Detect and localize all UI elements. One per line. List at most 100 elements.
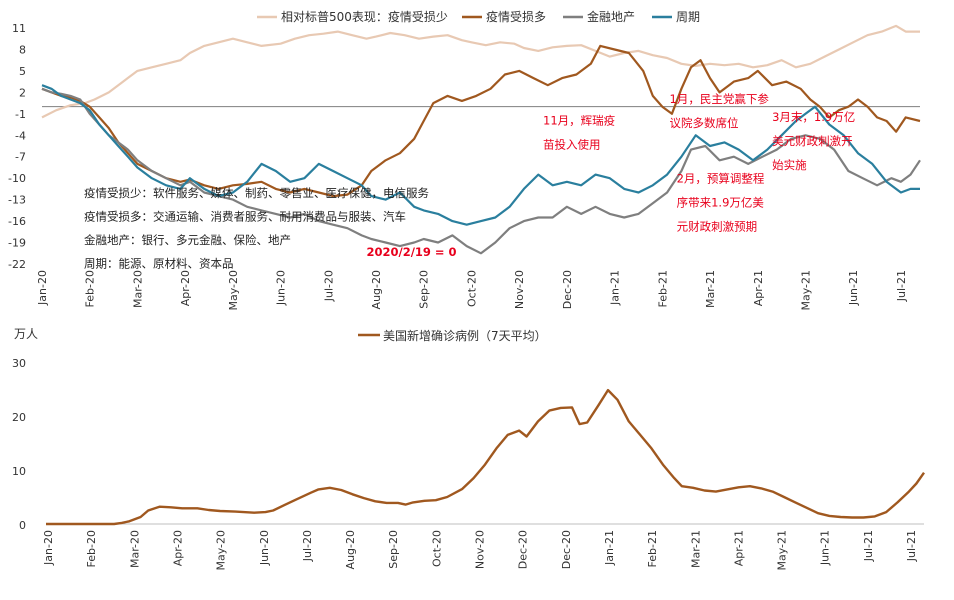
legend-label-cases: 美国新增确诊病例（7天平均）	[383, 328, 547, 343]
x-tick-label: Feb-21	[646, 530, 659, 567]
bottom-series-lines	[46, 388, 925, 526]
x-tick-label: Oct-20	[466, 270, 479, 307]
x-tick-label: Dec-20	[561, 270, 574, 309]
x-tick-label: Sep-20	[387, 530, 400, 569]
y-tick-label: -4	[15, 129, 26, 142]
annotation-1: 1月，民主党赢下参议院多数席位	[670, 92, 770, 130]
x-tick-label: Apr-21	[752, 270, 765, 306]
bottom-series-0-line	[46, 388, 925, 526]
x-tick-label: Sep-20	[418, 270, 431, 309]
x-tick-label: Jun-20	[258, 530, 271, 566]
x-tick-label: Nov-20	[513, 270, 526, 309]
y-tick-label: -19	[8, 237, 26, 250]
y-tick-label: 5	[19, 65, 26, 78]
x-tick-label: Jul-21	[862, 530, 875, 562]
x-tick-label: Mar-21	[704, 270, 717, 308]
x-tick-label: Jul-20	[322, 270, 335, 302]
x-tick-label: Apr-21	[732, 530, 745, 566]
top-series-lines	[41, 24, 921, 255]
y-tick-label: -7	[15, 151, 26, 164]
sector-note-2: 金融地产：银行、多元金融、保险、地产	[84, 233, 291, 247]
x-tick-label: Feb-21	[656, 270, 669, 307]
legend-label-3: 周期	[676, 10, 700, 24]
top-line-chart: 相对标普500表现：疫情受损少 疫情受损多 金融地产 周期 11 8 5 2 -1 -4 -7 -1…	[8, 9, 921, 311]
x-tick-label: Feb-20	[85, 530, 98, 567]
x-tick-label: Jun-21	[847, 270, 860, 306]
y-tick-label: -16	[8, 215, 26, 228]
x-tick-label: Jul-21	[905, 530, 918, 562]
y-tick-label: 20	[12, 411, 26, 424]
x-tick-label: Jun-21	[819, 530, 832, 566]
annotation-line: 始实施	[772, 158, 807, 172]
annotation-line: 议院多数席位	[670, 116, 739, 130]
annotation-line: 3月末，1.9万亿	[772, 110, 855, 124]
y-tick-label: -22	[8, 258, 26, 271]
x-tick-label: Jan-20	[36, 270, 49, 306]
x-tick-label: Feb-20	[84, 270, 97, 307]
annotation-line: 2020/2/19 = 0	[367, 245, 457, 259]
top-series-3-line	[41, 84, 920, 226]
top-series-0-line	[41, 24, 920, 119]
annotation-line: 苗投入使用	[543, 138, 601, 152]
x-tick-label: May-20	[227, 270, 240, 311]
annotation-line: 1月，民主党赢下参	[670, 92, 770, 106]
annotation-4: 2020/2/19 = 0	[367, 245, 457, 259]
y-tick-label: -1	[15, 108, 26, 121]
annotation-3: 2月，预算调整程序带来1.9万亿美元财政刺激预期	[677, 172, 765, 234]
x-tick-label: Jun-20	[275, 270, 288, 306]
x-tick-label: Aug-20	[344, 530, 357, 569]
top-y-axis: 11 8 5 2 -1 -4 -7 -10 -13 -16 -19 -22	[8, 22, 26, 271]
bottom-legend: 美国新增确诊病例（7天平均）	[358, 328, 547, 343]
legend-label-1: 疫情受损多	[486, 9, 546, 24]
top-x-axis: Jan-20 Feb-20 Mar-20 Apr-20 May-20 Jun-20 Jul-…	[36, 270, 908, 311]
x-tick-label: Apr-20	[179, 270, 192, 306]
x-tick-label: Jan-21	[603, 530, 616, 566]
x-tick-label: Mar-20	[131, 270, 144, 308]
legend-label-0: 相对标普500表现：疫情受损少	[281, 9, 448, 24]
y-axis-unit-label: 万人	[14, 327, 38, 341]
annotation-line: 美元财政刺激开	[772, 134, 853, 148]
x-tick-label: Mar-20	[128, 530, 141, 568]
annotation-line: 元财政刺激预期	[677, 220, 758, 234]
top-series-2-line	[41, 87, 921, 255]
x-tick-label: May-21	[800, 270, 813, 311]
y-tick-label: -13	[8, 194, 26, 207]
x-tick-label: Jan-21	[609, 270, 622, 306]
y-tick-label: 11	[12, 22, 26, 35]
x-tick-label: Dec-20	[517, 530, 530, 569]
x-tick-label: Aug-20	[370, 270, 383, 309]
x-tick-label: Mar-21	[689, 530, 702, 568]
x-tick-label: Dec-20	[560, 530, 573, 569]
annotation-0: 11月，辉瑞疫苗投入使用	[543, 114, 615, 152]
x-tick-label: Jul-21	[895, 270, 908, 302]
annotation-line: 序带来1.9万亿美	[677, 196, 765, 210]
sector-note-1: 疫情受损多：交通运输、消费者服务、耐用消费品与服装、汽车	[84, 210, 406, 224]
sector-note-3: 周期：能源、原材料、资本品	[84, 257, 234, 271]
bottom-x-axis: Jan-20 Feb-20 Mar-20 Apr-20 May-20 Jun-20 Jul-…	[42, 530, 918, 571]
top-legend: 相对标普500表现：疫情受损少 疫情受损多 金融地产 周期	[257, 9, 700, 24]
x-tick-label: Nov-20	[474, 530, 487, 569]
annotation-2: 3月末，1.9万亿美元财政刺激开始实施	[772, 110, 855, 172]
annotation-line: 11月，辉瑞疫	[543, 114, 615, 128]
sector-note-0: 疫情受损少：软件服务、媒体、制药、零售业、医疗保健，电信服务	[84, 186, 429, 200]
x-tick-label: Apr-20	[171, 530, 184, 566]
legend-label-2: 金融地产	[587, 9, 635, 24]
annotation-line: 2月，预算调整程	[677, 172, 765, 186]
y-tick-label: 8	[19, 43, 26, 56]
y-tick-label: 0	[19, 519, 26, 532]
y-tick-label: -10	[8, 172, 26, 185]
x-tick-label: Jan-20	[42, 530, 55, 566]
x-tick-label: Oct-20	[430, 530, 443, 567]
y-tick-label: 10	[12, 465, 26, 478]
x-tick-label: Jul-20	[301, 530, 314, 562]
x-tick-label: May-21	[776, 530, 789, 571]
bottom-line-chart: 万人 美国新增确诊病例（7天平均） 30 20 10 0 Jan-20 Feb-20 Ma…	[12, 327, 925, 571]
sector-definitions: 疫情受损少：软件服务、媒体、制药、零售业、医疗保健，电信服务疫情受损多：交通运输…	[84, 186, 429, 271]
y-tick-label: 30	[12, 357, 26, 370]
bottom-y-axis: 30 20 10 0	[12, 357, 26, 532]
x-tick-label: May-20	[215, 530, 228, 571]
y-tick-label: 2	[19, 86, 26, 99]
